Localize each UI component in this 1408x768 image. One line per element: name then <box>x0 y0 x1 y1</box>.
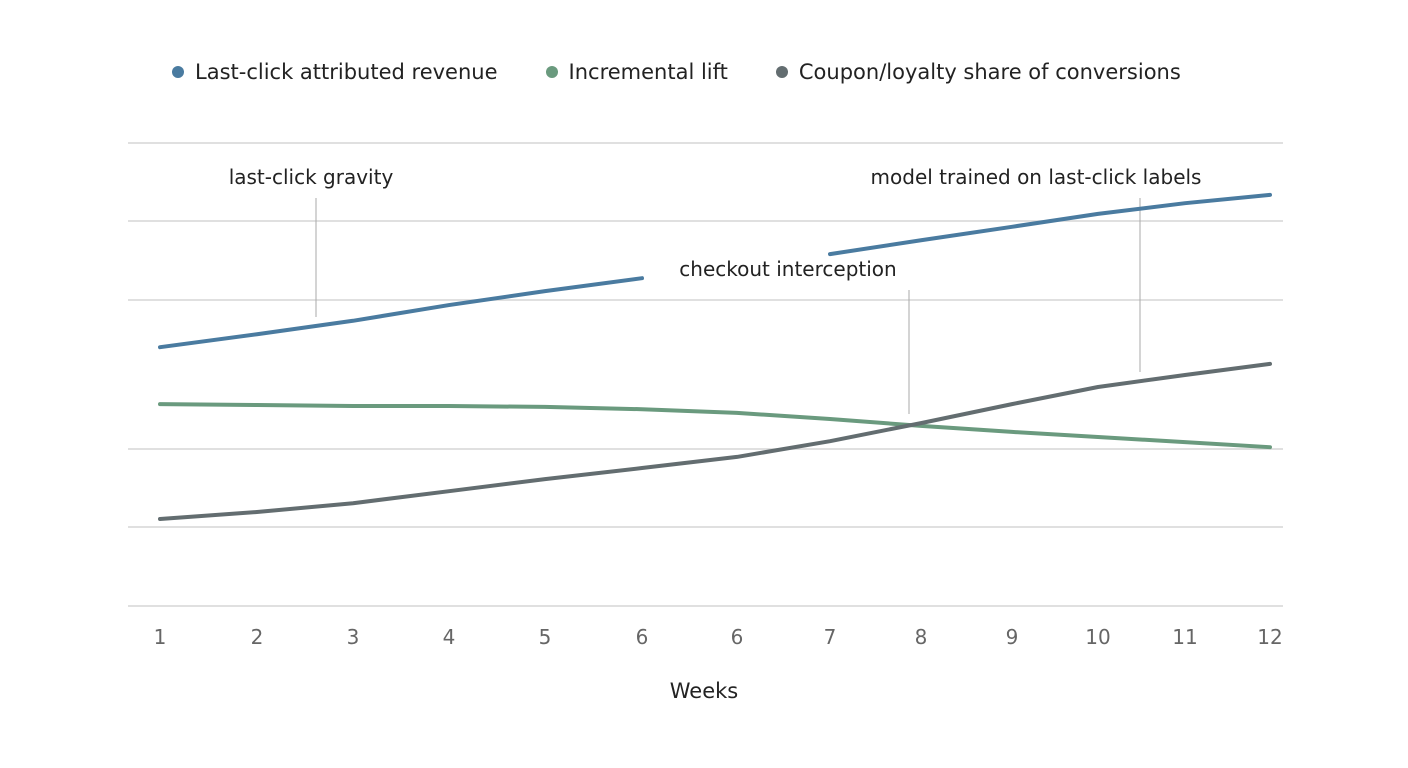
x-tick-label: 2 <box>251 625 264 649</box>
series-line-1 <box>158 402 1272 450</box>
annotation-last-click-gravity: last-click gravity <box>229 165 394 189</box>
x-tick-label: 7 <box>824 625 837 649</box>
legend-label: Coupon/loyalty share of conversions <box>798 60 1181 84</box>
legend-item-coupon-share: Coupon/loyalty share of conversions <box>775 60 1181 84</box>
legend-dot-blue <box>172 66 184 78</box>
legend-label: Incremental lift <box>568 60 728 84</box>
x-tick-label: 9 <box>1006 625 1019 649</box>
legend-dot-green <box>545 66 558 78</box>
x-tick-label: 11 <box>1172 625 1197 649</box>
annotation-model-trained: model trained on last-click labels <box>871 165 1202 189</box>
x-tick-label: 10 <box>1085 625 1110 649</box>
x-axis-title: Weeks <box>670 679 738 703</box>
x-tick-label: 1 <box>154 625 167 649</box>
x-tick-label: 12 <box>1257 625 1282 649</box>
legend-item-last-click-revenue: Last-click attributed revenue <box>172 60 498 84</box>
legend-item-incremental-lift: Incremental lift <box>545 60 728 84</box>
series-line-0 <box>828 192 1272 257</box>
series-line-2 <box>158 361 1272 521</box>
legend-dot-gray <box>775 66 788 78</box>
x-tick-label: 4 <box>443 625 456 649</box>
x-tick-label: 6 <box>636 625 649 649</box>
annotation-checkout-interception: checkout interception <box>679 257 896 281</box>
x-tick-label: 8 <box>915 625 928 649</box>
legend: Last-click attributed revenue Incrementa… <box>172 60 1229 84</box>
x-tick-label: 3 <box>347 625 360 649</box>
series-line-0 <box>158 276 644 350</box>
x-tick-label: 6 <box>731 625 744 649</box>
x-tick-label: 5 <box>539 625 552 649</box>
legend-label: Last-click attributed revenue <box>195 60 498 84</box>
